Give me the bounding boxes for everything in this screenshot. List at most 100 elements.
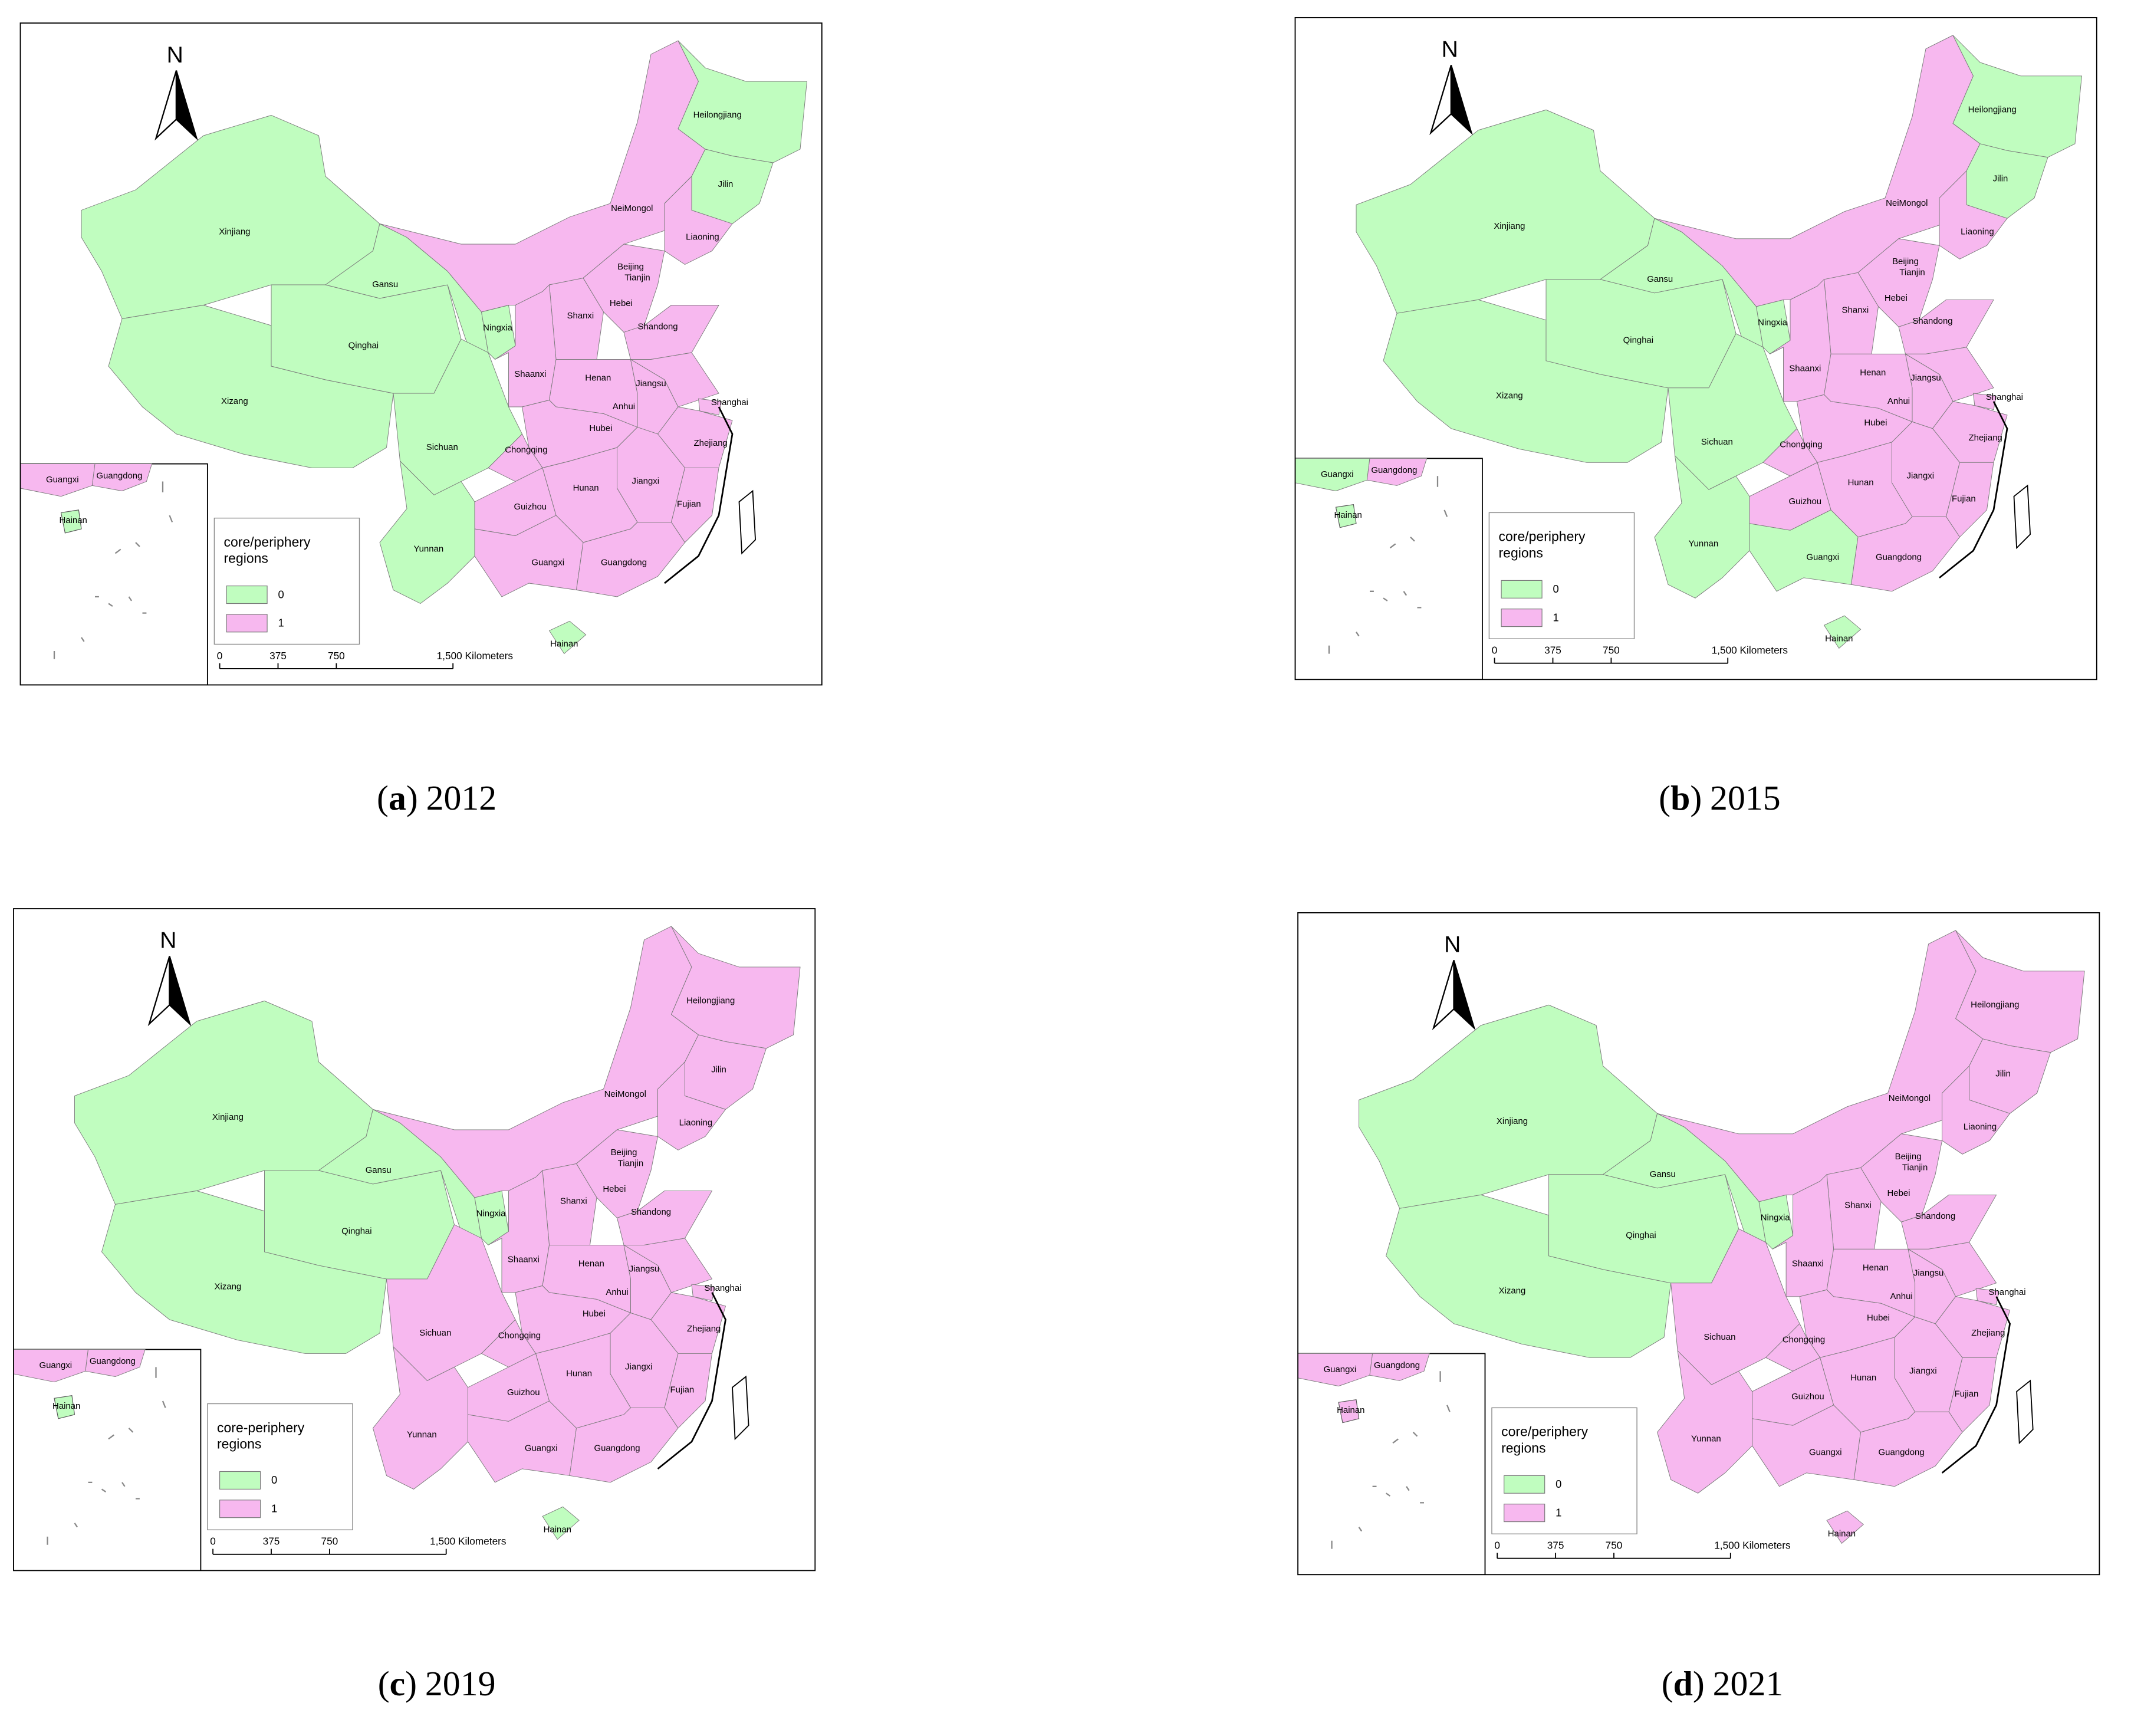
- inset-hainan: [60, 509, 82, 534]
- scale-label: 0: [217, 650, 223, 662]
- province-label: Hubei: [583, 1309, 606, 1319]
- province-label: Shandong: [631, 1207, 671, 1217]
- inset-label: Guangdong: [1374, 1360, 1420, 1370]
- province-label: Sichuan: [419, 1328, 451, 1338]
- inset-label: Hainan: [1337, 1405, 1364, 1415]
- province-label: Ningxia: [476, 1208, 507, 1218]
- province-label: Shanxi: [560, 1196, 587, 1206]
- legend-title: regions: [224, 551, 268, 566]
- legend-label: 1: [278, 617, 284, 629]
- map-panel: Xinjiang Xizang Qinghai Gansu Ningxia Sichuan…: [1297, 912, 2100, 1576]
- province-label: Xinjiang: [1494, 221, 1525, 231]
- coast: [1941, 1296, 2011, 1474]
- province-label: Tianjin: [1899, 267, 1925, 277]
- taiwan: [738, 489, 757, 555]
- province-label: NeiMongol: [1889, 1093, 1931, 1103]
- inset-islands: [1328, 476, 1448, 654]
- province-label: Gansu: [1650, 1169, 1676, 1179]
- caption-label: a: [389, 778, 406, 817]
- province-label: Anhui: [613, 402, 635, 412]
- province-label: Liaoning: [1964, 1122, 1997, 1132]
- legend-label: 1: [271, 1502, 277, 1514]
- north-arrow-right: [169, 956, 192, 1027]
- province-label: Beijing: [1892, 257, 1919, 267]
- inset-label: Hainan: [52, 1401, 80, 1411]
- province-label: Anhui: [1890, 1291, 1912, 1301]
- province-label: Guizhou: [507, 1388, 540, 1398]
- map-body: Xinjiang Xizang Qinghai Gansu Ningxia Sichuan…: [1295, 35, 2083, 680]
- province-label: Tianjin: [618, 1158, 643, 1168]
- caption: (b) 2015: [1659, 778, 1781, 817]
- province-label: Guizhou: [1791, 1392, 1824, 1402]
- province-label: Shanxi: [567, 311, 594, 321]
- scale-label: 1,500 Kilometers: [1714, 1540, 1790, 1551]
- province-label: Liaoning: [1961, 226, 1994, 236]
- legend-swatch: [226, 614, 268, 633]
- caption-label: d: [1673, 1664, 1693, 1703]
- legend-swatch: [1504, 1504, 1545, 1523]
- province-label: Guangxi: [525, 1443, 558, 1453]
- taiwan: [732, 1375, 749, 1441]
- legend-swatch: [1501, 609, 1543, 627]
- province: [1765, 1323, 1821, 1372]
- province-label: Shanxi: [1844, 1201, 1872, 1211]
- inset-hainan: [54, 1395, 75, 1419]
- province-label: Shandong: [1915, 1211, 1955, 1221]
- province-label: Beijing: [617, 262, 644, 272]
- province-label: Anhui: [1887, 396, 1910, 406]
- province: [1850, 516, 1961, 592]
- caption-bracket: ): [1690, 778, 1702, 817]
- scale-label: 0: [1492, 645, 1498, 656]
- legend-title: core/periphery: [224, 534, 311, 550]
- province-label: Chongqing: [1783, 1334, 1825, 1344]
- province-label: Henan: [578, 1259, 604, 1269]
- inset-label: Guangdong: [1371, 465, 1417, 475]
- province-label: Fujian: [670, 1385, 695, 1395]
- province-label: Shaanxi: [1789, 364, 1821, 374]
- province-label: Qinghai: [341, 1226, 371, 1236]
- province-label: Guangdong: [601, 557, 647, 567]
- caption-bracket: ): [406, 778, 418, 817]
- stage: Xinjiang Xizang Qinghai Gansu Ningxia Sichuan…: [13, 17, 2100, 1703]
- province-label: Yunnan: [407, 1429, 437, 1439]
- caption-year: 2012: [426, 778, 497, 817]
- caption-bracket: ): [1693, 1664, 1705, 1703]
- province-label: Shaanxi: [508, 1255, 540, 1265]
- province-label: Jiangsu: [629, 1264, 660, 1274]
- scale-label: 375: [1544, 645, 1561, 656]
- map-frame: [1294, 17, 2097, 680]
- province-label: Hunan: [573, 483, 599, 493]
- map-body: Xinjiang Xizang Qinghai Gansu Ningxia Sichuan…: [1298, 930, 2085, 1575]
- legend-title: core/periphery: [1499, 529, 1586, 544]
- province-label: Heilongjiang: [1971, 999, 2019, 1010]
- inset-hainan: [1338, 1399, 1360, 1423]
- province-label: Guangxi: [531, 557, 564, 567]
- legend-label: 1: [1556, 1506, 1561, 1518]
- province-label: Guizhou: [514, 502, 547, 512]
- province-label: Xinjiang: [212, 1112, 244, 1122]
- province-label: Hubei: [1864, 418, 1887, 428]
- province-label: Anhui: [606, 1287, 628, 1297]
- legend-label: 1: [1553, 611, 1559, 623]
- province-label: Tianjin: [1902, 1162, 1928, 1172]
- province-label: Tianjin: [624, 272, 650, 282]
- province: [1823, 615, 1862, 649]
- province-label: Yunnan: [1688, 538, 1718, 548]
- scale-label: 375: [1547, 1540, 1564, 1551]
- province-label: Hainan: [1828, 1528, 1856, 1538]
- province-label: Shandong: [1912, 316, 1952, 326]
- province-label: Chongqing: [1780, 439, 1822, 449]
- province-label: Henan: [1863, 1262, 1889, 1273]
- map-panel: Xinjiang Xizang Qinghai Gansu Ningxia Sichuan…: [13, 908, 816, 1571]
- province-label: Shanghai: [1986, 392, 2023, 402]
- province-label: Jiangxi: [632, 476, 660, 486]
- province-label: Hainan: [550, 639, 578, 649]
- inset-label: Guangxi: [46, 475, 79, 485]
- inset-label: Guangxi: [39, 1360, 72, 1370]
- scale-label: 750: [328, 650, 345, 662]
- province: [569, 1407, 679, 1483]
- province-label: Guangdong: [594, 1443, 640, 1453]
- caption-label: c: [390, 1664, 406, 1703]
- legend-title: regions: [217, 1436, 261, 1451]
- province: [1860, 1133, 1943, 1222]
